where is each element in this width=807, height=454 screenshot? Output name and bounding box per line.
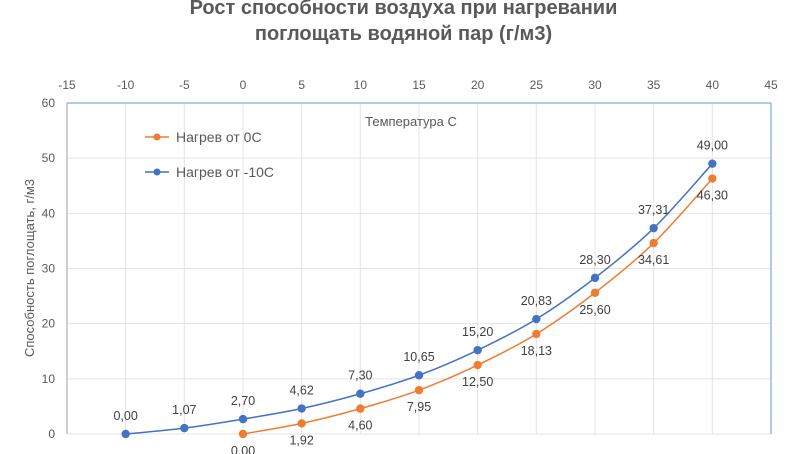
data-label: 7,30 (348, 369, 372, 383)
data-label: 4,62 (289, 384, 313, 398)
x-tick-label: 30 (588, 78, 602, 92)
gridlines (66, 102, 772, 435)
data-label: 49,00 (697, 139, 728, 153)
data-point (590, 288, 600, 297)
x-tick-label: -10 (117, 78, 135, 92)
data-label: 20,83 (521, 294, 552, 308)
data-label: 28,30 (579, 253, 610, 267)
legend-swatch-marker (153, 168, 161, 176)
data-label: 1,07 (172, 403, 196, 417)
y-tick-label: 40 (42, 206, 56, 220)
data-label: 34,61 (638, 253, 669, 267)
data-point (649, 238, 658, 248)
legend: Нагрев от 0С Нагрев от -10С (145, 129, 274, 180)
y-axis-title: Способность поглощать, г/м3 (22, 179, 37, 357)
x-tick-label: 0 (240, 78, 247, 92)
data-point (532, 329, 541, 339)
legend-label: Нагрев от -10С (176, 164, 274, 180)
data-point (473, 345, 482, 355)
x-tick-label: -5 (179, 78, 190, 92)
data-point (414, 371, 424, 380)
chart-title-line2: поглощать водяной пар (г/м3) (254, 23, 553, 45)
x-tick-label: 5 (298, 78, 305, 92)
data-point (649, 223, 658, 233)
x-tick-label: 25 (530, 78, 544, 92)
series-1: 0,00 1,92 4,60 7,95 12,50 18,13 25,60 34,61 46,3… (231, 174, 728, 454)
data-label: 10,65 (403, 350, 434, 364)
data-label: 7,95 (407, 400, 431, 414)
data-point (590, 273, 600, 283)
y-tick-label: 50 (42, 151, 56, 165)
legend-item: Нагрев от 0С (145, 129, 262, 145)
series-line (125, 163, 713, 435)
series-layer: 0,00 1,92 4,60 7,95 12,50 18,13 25,60 34,61 46,3… (113, 139, 728, 454)
data-label: 1,92 (289, 433, 313, 447)
data-point (708, 159, 717, 168)
data-label: 4,60 (348, 419, 372, 433)
data-point (238, 414, 248, 424)
axes: -15 -10 -5 0 5 10 15 20 25 30 35 40 45 0 10 20 30 40 50 60 (42, 78, 778, 441)
x-tick-label: 35 (647, 78, 661, 92)
data-point (297, 419, 306, 428)
data-label: 0,00 (231, 444, 255, 454)
legend-item: Нагрев от -10С (145, 164, 274, 180)
legend-label: Нагрев от 0С (176, 129, 262, 145)
x-tick-label: 40 (706, 78, 720, 92)
y-tick-label: 60 (42, 96, 56, 110)
data-point (708, 174, 717, 183)
data-label: 25,60 (579, 303, 610, 317)
series-2: 0,00 1,07 2,70 4,62 7,30 10,65 15,20 20,83 28,30… (113, 139, 728, 439)
data-label: 15,20 (462, 325, 493, 339)
legend-swatch-marker (153, 133, 161, 141)
chart-title-line1: Рост способности воздуха при нагревании (189, 0, 618, 19)
x-tick-label: 45 (764, 78, 778, 92)
x-tick-label: 15 (412, 78, 426, 92)
series-line (242, 178, 713, 435)
y-tick-label: 20 (42, 317, 56, 331)
x-tick-label: -15 (58, 78, 76, 92)
data-point (356, 404, 365, 413)
data-label: 18,13 (521, 344, 552, 358)
y-tick-label: 30 (42, 262, 56, 276)
data-label: 12,50 (462, 375, 493, 389)
x-axis-title: Температура С (365, 114, 457, 129)
data-point (238, 429, 248, 439)
data-point (297, 404, 306, 413)
data-label: 46,30 (697, 189, 728, 203)
y-tick-label: 0 (48, 427, 55, 441)
data-point (180, 423, 189, 433)
data-point (356, 389, 365, 398)
data-label: 2,70 (231, 394, 255, 408)
data-point (414, 385, 424, 395)
data-point (532, 314, 541, 324)
data-label: 37,31 (638, 203, 669, 217)
x-tick-label: 20 (471, 78, 485, 92)
x-tick-label: 10 (354, 78, 368, 92)
data-label: 0,00 (113, 409, 137, 423)
data-point (121, 429, 130, 439)
data-point (473, 360, 482, 370)
y-tick-label: 10 (42, 372, 56, 386)
